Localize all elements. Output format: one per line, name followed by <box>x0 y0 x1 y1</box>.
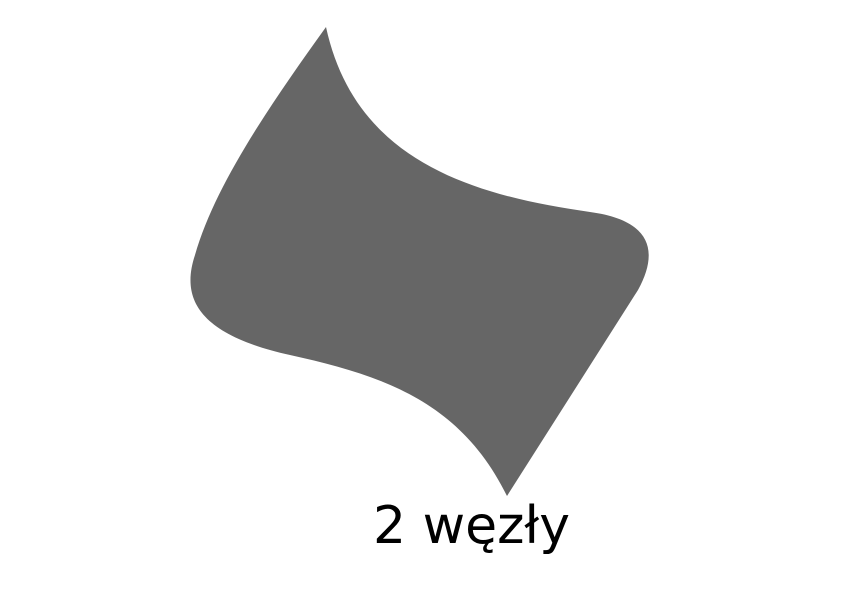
caption-label: 2 węzły <box>373 496 570 556</box>
curved-shape <box>190 27 649 496</box>
